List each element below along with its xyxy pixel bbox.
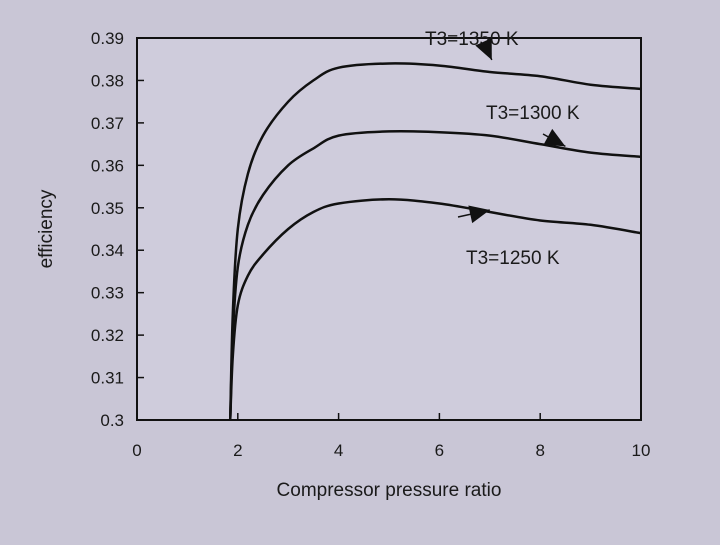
- y-tick-label: 0.36: [91, 156, 124, 175]
- annotation-arrow-head: [468, 205, 490, 224]
- y-tick-label: 0.32: [91, 326, 124, 345]
- series-line-1: [228, 62, 642, 421]
- x-tick-label: 10: [632, 441, 651, 460]
- series-line-3: [228, 198, 642, 421]
- x-axis-title: Compressor pressure ratio: [277, 480, 502, 501]
- annotations: T3=1350 K T3=1300 K T3=1250 K: [425, 29, 580, 269]
- x-tick-label: 0: [132, 441, 141, 460]
- annotation-arrow-head: [543, 128, 566, 147]
- y-ticks: 0.3 0.31 0.32 0.33 0.34 0.35 0.36 0.37 0.38 0.39: [91, 29, 144, 430]
- y-tick-label: 0.38: [91, 71, 124, 90]
- y-tick-label: 0.37: [91, 114, 124, 133]
- y-tick-label: 0.33: [91, 284, 124, 303]
- y-tick-label: 0.34: [91, 241, 124, 260]
- y-tick-label: 0.39: [91, 29, 124, 48]
- curves: [228, 62, 642, 421]
- x-tick-label: 6: [435, 441, 444, 460]
- annotation-arrow-head: [475, 38, 492, 60]
- x-ticks: 0 2 4 6 8 10: [132, 413, 650, 460]
- plot-area: [136, 37, 642, 421]
- curve-label-1: T3=1350 K: [425, 29, 519, 50]
- y-tick-label: 0.31: [91, 369, 124, 388]
- x-tick-label: 4: [334, 441, 343, 460]
- curve-label-2: T3=1300 K: [486, 103, 580, 124]
- y-tick-label: 0.35: [91, 199, 124, 218]
- y-axis-title: efficiency: [36, 189, 57, 268]
- x-tick-label: 8: [535, 441, 544, 460]
- curve-label-3: T3=1250 K: [466, 248, 560, 269]
- y-tick-label: 0.3: [100, 411, 124, 430]
- x-tick-label: 2: [233, 441, 242, 460]
- series-line-2: [228, 129, 642, 421]
